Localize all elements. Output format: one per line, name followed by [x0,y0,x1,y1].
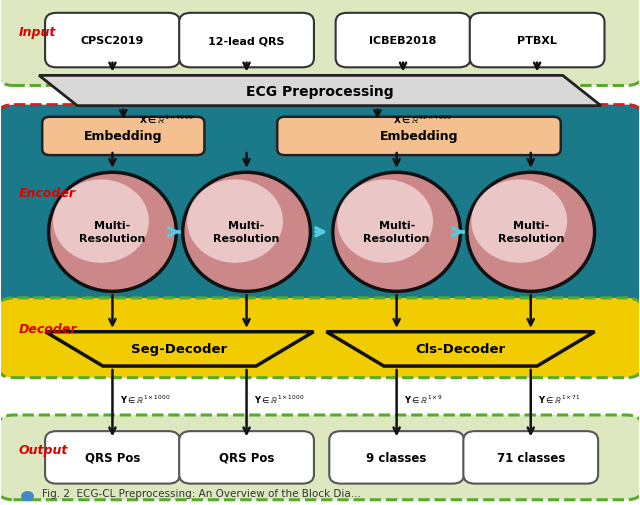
Text: Fig. 2  ECG-CL Preprocessing: An Overview of the Block Dia...: Fig. 2 ECG-CL Preprocessing: An Overview… [42,488,361,498]
FancyBboxPatch shape [179,14,314,68]
Text: 71 classes: 71 classes [497,451,565,464]
Text: CPSC2019: CPSC2019 [81,36,144,46]
Ellipse shape [337,180,433,263]
FancyBboxPatch shape [179,431,314,484]
FancyBboxPatch shape [335,14,470,68]
Text: Encoder: Encoder [19,186,76,199]
Text: Embedding: Embedding [380,130,458,143]
FancyBboxPatch shape [45,14,180,68]
Ellipse shape [467,173,595,292]
Text: Output: Output [19,443,68,457]
Text: PTBXL: PTBXL [517,36,557,46]
Text: $\mathbf{Y}$$\in$$\mathbb{R}^{1\times71}$: $\mathbf{Y}$$\in$$\mathbb{R}^{1\times71}… [538,393,581,406]
Text: 9 classes: 9 classes [367,451,427,464]
Text: ECG Preprocessing: ECG Preprocessing [246,84,394,98]
FancyBboxPatch shape [470,14,605,68]
Text: $\mathbf{X}$$\mathbf{\in}$$\mathbb{R}^{12\times4000}$: $\mathbf{X}$$\mathbf{\in}$$\mathbb{R}^{1… [394,113,452,125]
FancyBboxPatch shape [0,106,640,327]
Text: Input: Input [19,26,56,39]
Text: $\mathbf{Y}$$\in$$\mathbb{R}^{1\times1000}$: $\mathbf{Y}$$\in$$\mathbb{R}^{1\times100… [254,393,305,406]
Polygon shape [39,76,601,107]
Text: 12-lead QRS: 12-lead QRS [208,36,285,46]
Ellipse shape [333,173,461,292]
FancyBboxPatch shape [42,118,204,156]
FancyBboxPatch shape [329,431,464,484]
FancyBboxPatch shape [0,415,640,500]
FancyBboxPatch shape [45,431,180,484]
Text: Seg-Decoder: Seg-Decoder [131,343,228,356]
Circle shape [22,492,33,501]
Polygon shape [326,332,595,366]
Text: Embedding: Embedding [84,130,163,143]
FancyBboxPatch shape [0,298,640,378]
FancyBboxPatch shape [463,431,598,484]
Text: Multi-
Resolution: Multi- Resolution [79,221,146,244]
Text: $\mathbf{X}$$\mathbf{\in}$$\mathbb{R}^{1\times4000}$: $\mathbf{X}$$\mathbf{\in}$$\mathbb{R}^{1… [140,113,194,125]
Ellipse shape [49,173,176,292]
Text: Multi-
Resolution: Multi- Resolution [213,221,280,244]
Ellipse shape [182,173,310,292]
Text: ICBEB2018: ICBEB2018 [369,36,436,46]
Text: QRS Pos: QRS Pos [84,451,140,464]
Text: $\mathbf{Y}$$\in$$\mathbb{R}^{1\times1000}$: $\mathbf{Y}$$\in$$\mathbb{R}^{1\times100… [120,393,170,406]
Ellipse shape [187,180,283,263]
FancyBboxPatch shape [277,118,561,156]
Text: Decoder: Decoder [19,323,77,335]
Ellipse shape [471,180,567,263]
Polygon shape [45,332,314,366]
Text: $\mathbf{Y}$$\in$$\mathbb{R}^{1\times9}$: $\mathbf{Y}$$\in$$\mathbb{R}^{1\times9}$ [404,393,444,406]
Text: Multi-
Resolution: Multi- Resolution [364,221,430,244]
FancyBboxPatch shape [0,0,640,86]
Text: Multi-
Resolution: Multi- Resolution [497,221,564,244]
Text: QRS Pos: QRS Pos [219,451,275,464]
Text: Cls-Decoder: Cls-Decoder [415,343,506,356]
Ellipse shape [53,180,149,263]
